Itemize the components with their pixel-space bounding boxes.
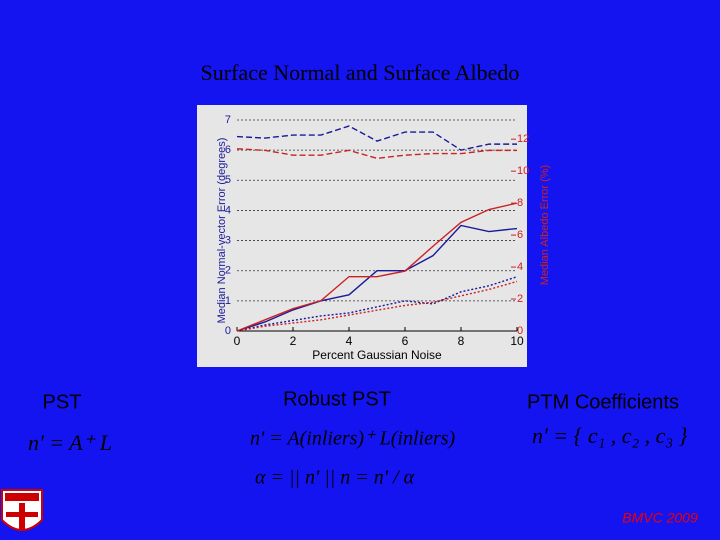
slide-title: Surface Normal and Surface Albedo: [201, 60, 520, 85]
x-tick-label: 10: [510, 334, 524, 348]
x-tick-label: 2: [290, 334, 297, 348]
x-tick-label: 8: [458, 334, 465, 348]
y-tick-label: 6: [225, 144, 231, 156]
x-tick-label: 0: [234, 334, 241, 348]
x-tick-label: 6: [402, 334, 409, 348]
y2-tick-label: 8: [517, 197, 523, 209]
y-tick-label: 1: [225, 295, 231, 307]
y-tick-label: 3: [225, 234, 231, 246]
y2-tick-label: 4: [517, 261, 523, 273]
logo: [1, 489, 43, 531]
column-heading: PTM Coefficients: [527, 391, 679, 413]
column-heading: PST: [43, 391, 82, 413]
formula: n' = A⁺ L: [28, 430, 112, 455]
y-tick-label: 0: [225, 325, 231, 337]
y-tick-label: 4: [225, 204, 231, 216]
formula: n' = A(inliers)⁺ L(inliers): [250, 428, 456, 450]
formula: α = || n' || n = n' / α: [255, 467, 415, 489]
y2-axis-label: Median Albedo Error (%): [539, 165, 551, 285]
footer: BMVC 2009: [622, 510, 698, 526]
y-tick-label: 7: [225, 114, 231, 126]
series-line: [236, 224, 518, 332]
series-line: [236, 202, 518, 332]
y2-tick-label: 12: [517, 133, 529, 145]
y-axis-label: Median Normal-vector Error (degrees): [216, 138, 228, 324]
y-tick-label: 2: [225, 265, 231, 277]
chart-background: [197, 105, 527, 367]
y-tick-label: 5: [225, 174, 231, 186]
y2-tick-label: 10: [517, 165, 529, 177]
series-line: [236, 148, 517, 160]
x-axis-label: Percent Gaussian Noise: [312, 348, 442, 362]
series-line: [236, 280, 518, 332]
formula: n' = { c₁ , c₂ , c₃ }: [532, 423, 688, 448]
column-heading: Robust PST: [283, 388, 391, 410]
y2-tick-label: 2: [517, 293, 523, 305]
y2-tick-label: 0: [517, 325, 523, 337]
x-tick-label: 4: [346, 334, 353, 348]
y2-tick-label: 6: [517, 229, 523, 241]
series-line: [236, 125, 517, 151]
